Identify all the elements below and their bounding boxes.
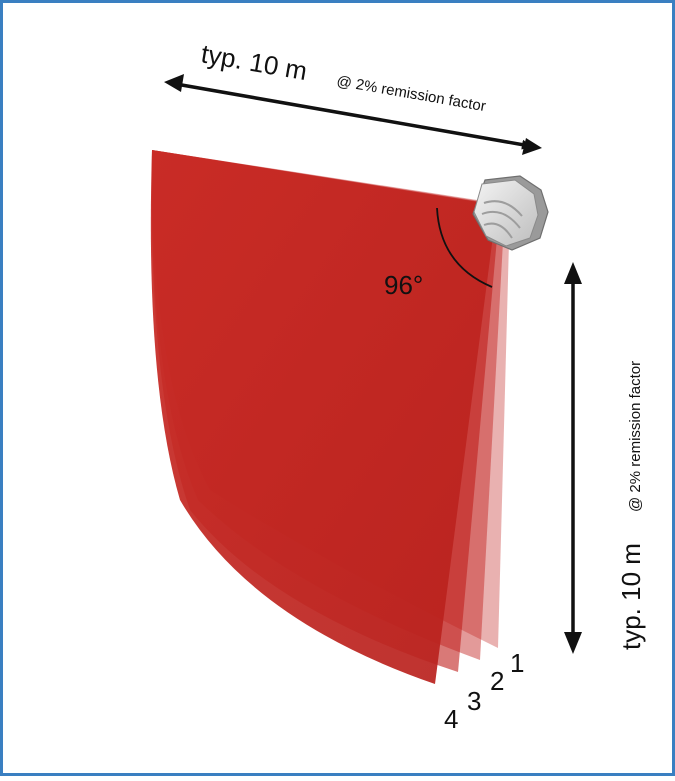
scan-plane-4 xyxy=(150,150,498,684)
scan-planes xyxy=(150,150,510,684)
plane-number-1: 1 xyxy=(510,648,524,678)
plane-number-4: 4 xyxy=(444,704,458,734)
horizontal-range-arrow xyxy=(175,82,532,150)
horizontal-arrow-head-right xyxy=(522,138,542,155)
vertical-range-note: @ 2% remission factor xyxy=(627,361,644,512)
horizontal-arrow-head-left xyxy=(164,74,184,92)
horizontal-range-note: @ 2% remission factor xyxy=(335,73,487,115)
plane-numbers: 1 2 3 4 xyxy=(444,648,524,734)
sensor-device xyxy=(472,175,549,251)
vertical-arrow-head-bottom xyxy=(564,632,582,654)
angle-arc xyxy=(436,207,493,288)
vertical-range-main: typ. 10 m xyxy=(616,543,646,650)
horizontal-range-label: typ. 10 m @ 2% remission factor xyxy=(199,38,487,115)
plane-number-2: 2 xyxy=(490,666,504,696)
horizontal-range-main: typ. 10 m xyxy=(199,38,309,86)
angle-label: 96° xyxy=(384,270,423,300)
vertical-range-label: typ. 10 m @ 2% remission factor xyxy=(616,361,646,650)
vertical-arrow-head-top xyxy=(564,262,582,284)
plane-number-3: 3 xyxy=(467,686,481,716)
